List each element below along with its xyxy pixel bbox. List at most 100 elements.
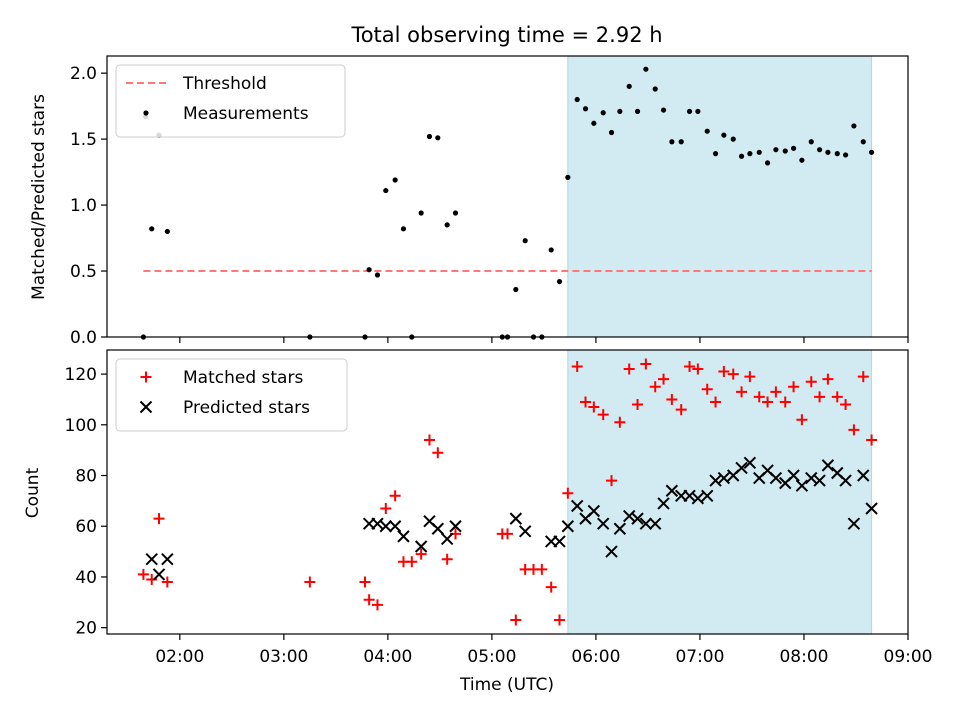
data-point [513, 286, 519, 293]
data-point [608, 129, 615, 136]
data-point [363, 594, 375, 606]
x-tick-label: 09:00 [884, 647, 933, 667]
axes-frame [106, 349, 909, 635]
data-point [814, 391, 826, 403]
data-point [545, 581, 557, 593]
data-point [371, 517, 384, 530]
data-point [152, 568, 166, 581]
data-point [371, 599, 383, 611]
data-point [588, 401, 600, 413]
data-point [686, 108, 693, 115]
data-point [392, 177, 398, 183]
data-point [779, 396, 791, 408]
data-point [582, 106, 589, 112]
x-axis-label: Time (UTC) [459, 675, 554, 695]
data-point [678, 139, 684, 145]
data-point [821, 459, 835, 472]
data-point [614, 416, 626, 428]
data-point [851, 123, 857, 129]
data-point [813, 474, 826, 487]
x-tick-label: 03:00 [259, 647, 308, 667]
data-point [683, 489, 696, 503]
data-point [747, 151, 753, 157]
data-point [597, 409, 609, 421]
data-point [435, 135, 441, 141]
ratio-panel: 0.0 0.5 1.0 1.5 2.0 Threshold Measurements [70, 55, 909, 348]
data-point [562, 487, 574, 499]
data-point [704, 128, 710, 134]
data-point [441, 553, 453, 565]
data-point [666, 393, 678, 405]
data-point [587, 504, 601, 518]
series-matched-stars [137, 358, 878, 626]
data-point [161, 552, 174, 566]
data-point [839, 474, 852, 487]
legend-label: Matched stars [183, 368, 303, 388]
data-point [522, 238, 528, 244]
legend-box [115, 64, 346, 138]
data-point [161, 576, 173, 588]
data-point [805, 376, 817, 388]
data-point [660, 107, 667, 113]
legend-marker [139, 400, 153, 414]
data-point [709, 474, 722, 487]
observing-span [567, 349, 873, 635]
data-point [536, 563, 548, 575]
data-point [415, 548, 427, 560]
data-point [605, 545, 618, 558]
data-point [406, 556, 418, 568]
data-point [790, 145, 797, 151]
data-point [565, 174, 571, 180]
data-point [753, 391, 765, 403]
chart-title: Total observing time = 2.92 h [350, 23, 662, 47]
data-point [444, 222, 450, 228]
data-point [623, 363, 635, 375]
data-point [718, 366, 730, 378]
data-point [146, 573, 158, 585]
data-point [623, 509, 636, 523]
data-point [591, 120, 597, 126]
data-point [414, 540, 428, 553]
axes-frame [106, 55, 909, 338]
y-tick-label: 0.5 [70, 262, 97, 282]
data-point [548, 247, 554, 253]
data-point [574, 96, 580, 103]
data-point [571, 360, 583, 372]
data-point [449, 520, 462, 533]
data-point [736, 386, 748, 398]
data-point [738, 153, 745, 159]
data-point [510, 614, 522, 626]
data-point [840, 399, 852, 411]
data-point [773, 147, 779, 153]
data-point [834, 151, 840, 157]
data-point [631, 512, 644, 525]
data-point [149, 226, 155, 232]
data-point [379, 520, 392, 533]
series-predicted-stars [145, 456, 878, 581]
data-point [665, 484, 679, 497]
y-tick-label: 20 [75, 619, 97, 639]
legend-label: Threshold [182, 74, 267, 94]
data-point [669, 139, 675, 145]
data-point [366, 267, 372, 273]
data-point [799, 157, 805, 163]
top-y-axis-label: Matched/Predicted stars [29, 94, 49, 300]
data-point [831, 391, 843, 403]
y-tick-label: 120 [65, 365, 97, 385]
data-point [816, 147, 823, 153]
y-tick-label: 1.0 [70, 196, 97, 216]
data-point [383, 187, 389, 194]
y-tick-label: 80 [75, 467, 97, 487]
data-point [556, 278, 563, 285]
data-point [426, 133, 433, 140]
data-point [756, 149, 762, 155]
legend: Threshold Measurements [115, 64, 346, 138]
data-point [509, 512, 523, 525]
data-point [712, 151, 719, 157]
data-point [796, 414, 808, 426]
data-point [634, 108, 641, 115]
y-tick-label: 40 [75, 568, 97, 588]
data-point [380, 502, 392, 514]
data-point [805, 471, 818, 485]
